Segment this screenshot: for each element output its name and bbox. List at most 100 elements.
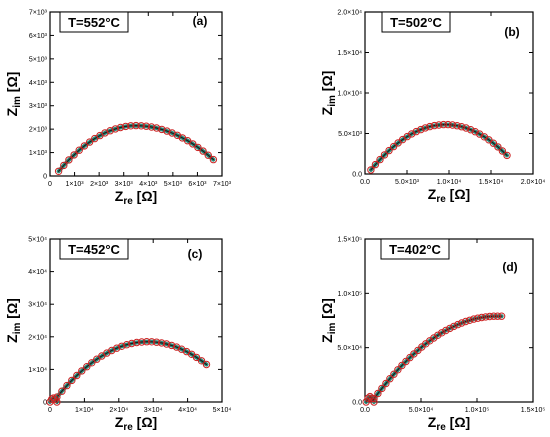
data-point bbox=[426, 122, 434, 131]
y-tick-label: 0 bbox=[43, 174, 47, 181]
data-point bbox=[158, 125, 166, 134]
data-point bbox=[417, 125, 425, 134]
y-tick-label: 1×10⁴ bbox=[28, 367, 47, 374]
y-tick-label: 4×10³ bbox=[29, 80, 48, 87]
x-tick-label: 2×10³ bbox=[90, 181, 109, 188]
y-tick-label: 6×10³ bbox=[29, 33, 48, 40]
y-tick-label: 3×10⁴ bbox=[28, 302, 47, 309]
data-point bbox=[489, 139, 498, 147]
y-tick-label: 7×10³ bbox=[29, 10, 48, 17]
x-tick-label: 2.0×10⁴ bbox=[521, 179, 546, 186]
temperature-label: T=402°C bbox=[389, 242, 441, 257]
data-point bbox=[192, 353, 201, 362]
x-axis-label: Zre [Ω] bbox=[428, 414, 470, 433]
data-point bbox=[385, 146, 393, 155]
panel-label: (a) bbox=[193, 14, 208, 28]
data-point bbox=[467, 126, 475, 134]
data-point bbox=[80, 142, 89, 150]
data-point bbox=[474, 314, 482, 322]
data-point bbox=[132, 121, 140, 130]
data-point bbox=[378, 384, 386, 393]
data-point bbox=[143, 338, 151, 346]
temperature-box: T=552°C bbox=[59, 11, 129, 33]
data-point bbox=[503, 151, 511, 160]
data-point bbox=[111, 125, 120, 133]
y-tick-label: 1×10³ bbox=[29, 150, 48, 157]
data-point bbox=[442, 326, 450, 335]
y-axis-label: Zim [Ω] bbox=[319, 298, 338, 343]
panel-a: 0 1×10³ 2×10³ 3×10³ 4×10³ 5×10³ 6×10³ 7×10³ 0 1×1… bbox=[4, 10, 232, 208]
data-point bbox=[462, 124, 470, 132]
temperature-label: T=502°C bbox=[390, 15, 442, 30]
y-tick-label: 0.0 bbox=[352, 172, 362, 179]
x-tick-label: 2×10⁴ bbox=[109, 407, 128, 414]
data-point bbox=[128, 339, 136, 348]
y-tick-label: 2×10⁴ bbox=[28, 334, 47, 341]
data-point bbox=[370, 395, 378, 403]
data-point bbox=[75, 146, 83, 154]
panel-d: 0.0 5.0×10⁴ 1.0×10⁵ 1.5×10⁵ 0.0 5.0×10⁴ 1.0×10… bbox=[319, 237, 545, 434]
data-point bbox=[172, 343, 181, 351]
data-point bbox=[374, 389, 382, 398]
fit-curve bbox=[364, 314, 504, 404]
data-point bbox=[435, 121, 443, 129]
temperature-box: T=452°C bbox=[59, 238, 129, 260]
data-point bbox=[133, 338, 141, 347]
x-tick-label: 5×10³ bbox=[164, 181, 183, 188]
data-point bbox=[457, 123, 466, 131]
data-point bbox=[430, 121, 439, 130]
data-point bbox=[370, 398, 378, 406]
data-point bbox=[486, 312, 494, 321]
data-point bbox=[113, 344, 121, 352]
panel-b: 0.0 5.0×10³ 1.0×10⁴ 1.5×10⁴ 2.0×10⁴ 0.0 5.0×10… bbox=[319, 10, 545, 206]
data-point bbox=[466, 316, 474, 324]
data-point bbox=[389, 142, 398, 151]
data-point bbox=[471, 128, 479, 136]
data-point bbox=[127, 122, 135, 130]
fit-curve-core bbox=[58, 124, 214, 172]
y-tick-label: 2.0×10⁴ bbox=[337, 10, 362, 17]
data-point bbox=[63, 381, 71, 390]
temperature-box-frame bbox=[381, 11, 451, 33]
y-tick-label: 5×10⁴ bbox=[28, 237, 47, 244]
x-tick-label: 1.0×10⁵ bbox=[465, 407, 490, 414]
data-point bbox=[199, 147, 207, 155]
data-point bbox=[386, 375, 394, 383]
data-point bbox=[60, 161, 68, 170]
data-point bbox=[394, 366, 402, 374]
data-point bbox=[434, 331, 442, 339]
y-tick-label: 5×10³ bbox=[29, 56, 48, 63]
temperature-box: T=402°C bbox=[380, 238, 450, 260]
data-point bbox=[454, 320, 462, 329]
y-tick-label: 1.5×10⁴ bbox=[337, 50, 362, 57]
data-point bbox=[197, 357, 206, 365]
plot-frame bbox=[49, 238, 223, 403]
y-tick-label: 1.0×10⁴ bbox=[337, 91, 362, 98]
y-tick-label: 5.0×10³ bbox=[338, 131, 363, 138]
data-point bbox=[122, 122, 130, 131]
y-axis-label: Zim [Ω] bbox=[4, 298, 23, 343]
data-point bbox=[493, 312, 502, 320]
y-tick-label: 0.0 bbox=[352, 400, 362, 407]
panel-c: 0 1×10⁴ 2×10⁴ 3×10⁴ 4×10⁴ 5×10⁴ 0 1×10⁴ 2×10⁴ 3×1… bbox=[4, 237, 231, 434]
y-tick-label: 2×10³ bbox=[29, 127, 48, 134]
panel-label: (d) bbox=[502, 260, 517, 274]
data-point bbox=[202, 360, 211, 369]
x-tick-label: 0.0 bbox=[360, 407, 370, 414]
x-tick-label: 1×10³ bbox=[66, 181, 85, 188]
data-point bbox=[478, 313, 486, 322]
data-point bbox=[382, 379, 390, 388]
data-point bbox=[412, 127, 420, 136]
temperature-box-frame bbox=[59, 238, 129, 260]
data-point bbox=[482, 313, 490, 321]
data-point bbox=[53, 398, 61, 406]
data-point bbox=[78, 367, 86, 375]
data-point bbox=[152, 124, 161, 132]
data-point bbox=[421, 124, 429, 132]
data-point bbox=[162, 340, 171, 348]
data-point bbox=[54, 167, 63, 176]
data-point bbox=[204, 151, 212, 159]
data-point bbox=[183, 137, 192, 145]
x-tick-label: 1×10⁴ bbox=[75, 407, 94, 414]
